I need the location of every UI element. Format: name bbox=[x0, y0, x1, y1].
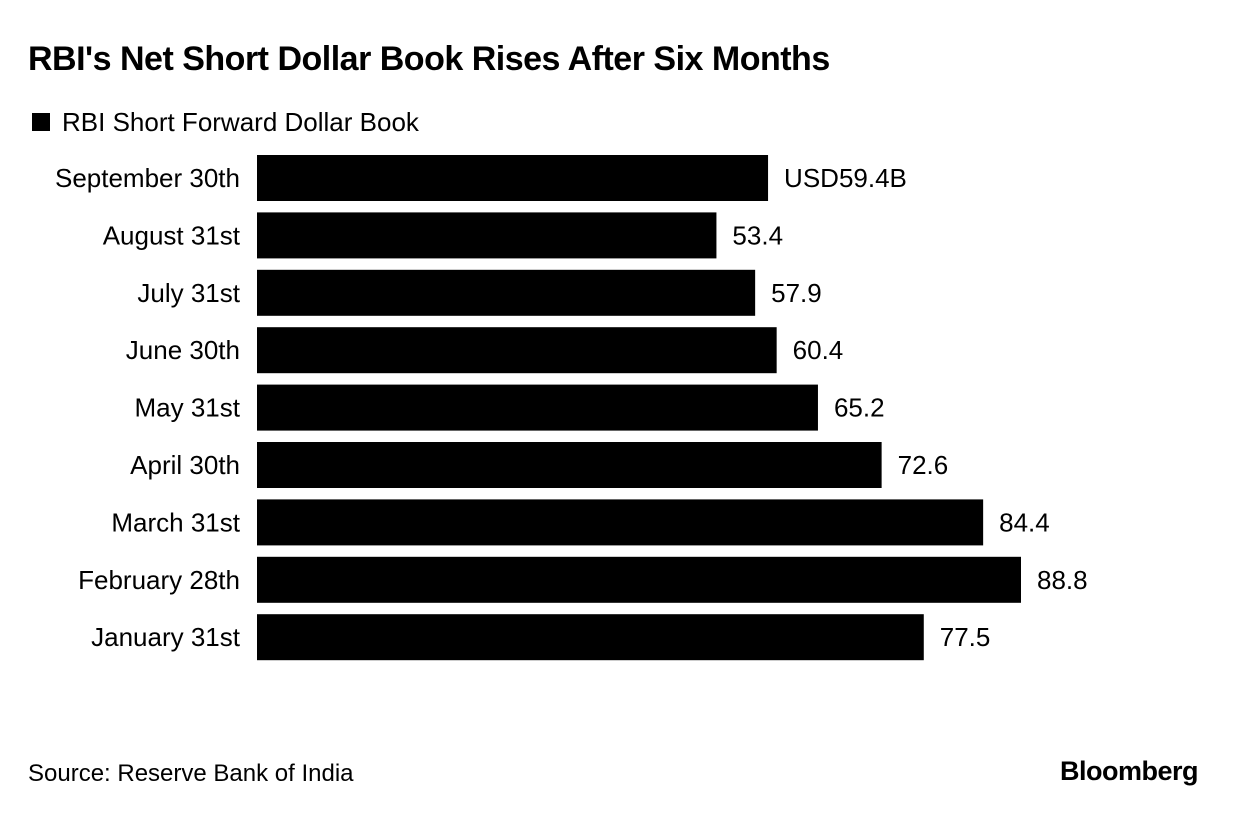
bar bbox=[257, 155, 768, 201]
bar bbox=[257, 614, 924, 660]
value-label: 57.9 bbox=[771, 278, 822, 308]
category-label: February 28th bbox=[78, 565, 240, 595]
value-label: 77.5 bbox=[940, 622, 991, 652]
bar bbox=[257, 499, 983, 545]
category-label: July 31st bbox=[137, 278, 240, 308]
value-label: 65.2 bbox=[834, 393, 885, 423]
source-note: Source: Reserve Bank of India bbox=[28, 760, 354, 788]
value-label: 72.6 bbox=[898, 450, 949, 480]
bloomberg-logo: Bloomberg bbox=[1060, 756, 1198, 787]
bar bbox=[257, 327, 777, 373]
category-label: September 30th bbox=[55, 163, 240, 193]
category-label: January 31st bbox=[91, 622, 241, 652]
value-label: 88.8 bbox=[1037, 565, 1088, 595]
category-label: April 30th bbox=[130, 450, 240, 480]
bar-chart: September 30th USD59.4B August 31st 53.4 Jul… bbox=[0, 0, 1236, 816]
category-label: May 31st bbox=[135, 393, 241, 423]
bar bbox=[257, 270, 755, 316]
category-label: June 30th bbox=[126, 335, 240, 365]
bar bbox=[257, 212, 716, 258]
value-label: 53.4 bbox=[732, 220, 783, 250]
bar bbox=[257, 557, 1021, 603]
value-label: USD59.4B bbox=[784, 163, 907, 193]
category-label: March 31st bbox=[111, 507, 240, 537]
value-label: 84.4 bbox=[999, 507, 1050, 537]
value-label: 60.4 bbox=[793, 335, 844, 365]
category-label: August 31st bbox=[103, 220, 241, 250]
bar bbox=[257, 442, 882, 488]
bar bbox=[257, 385, 818, 431]
